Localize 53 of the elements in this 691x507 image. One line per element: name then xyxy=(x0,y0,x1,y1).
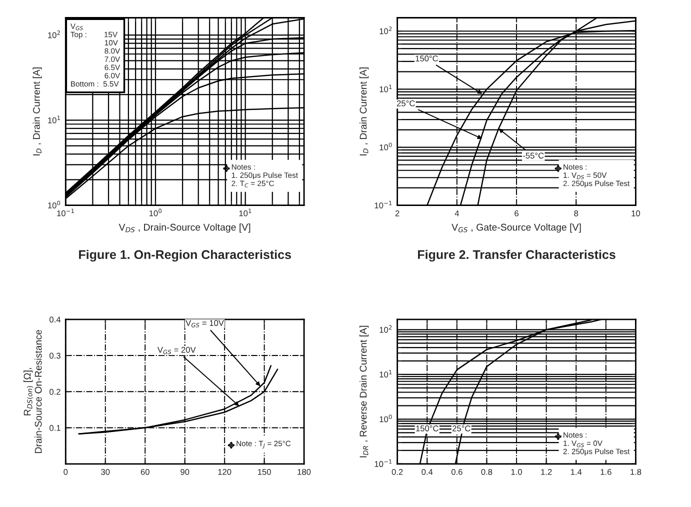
y-tick-label: 10$^{1}$ xyxy=(380,84,392,92)
y-tick-label: 10$^{2}$ xyxy=(48,30,60,38)
x-axis-title: V$_{GS}$ , Gate-Source Voltage [V] xyxy=(452,224,581,233)
text: Figure 1. On-Region Characteristics xyxy=(79,250,291,262)
x-tick-label: 10$^{−1}$ xyxy=(57,208,74,216)
y-axis-title: I$_{D}$ , Drain Current [A] xyxy=(360,68,369,156)
x-tick-label: 1.8 xyxy=(630,468,642,475)
annotation: 25°C xyxy=(396,100,415,106)
y-tick-label: 10$^{0}$ xyxy=(380,142,392,150)
y-axis-title: I$_{DR}$ , Reverse Drain Current [A] xyxy=(360,326,369,458)
x-tick-label: 1.2 xyxy=(541,468,552,475)
x-tick-label: 1.6 xyxy=(600,468,612,475)
text: Figure 2. Transfer Characteristics xyxy=(418,250,616,262)
x-tick-label: 2 xyxy=(395,210,400,216)
y-tick-label: 10$^{0}$ xyxy=(48,200,60,208)
x-tick-label: 6 xyxy=(514,210,518,216)
x-tick-label: 8 xyxy=(574,210,578,216)
annotation: -55°C xyxy=(523,152,544,159)
x-tick-label: 90 xyxy=(180,468,190,475)
x-tick-label: 1.4 xyxy=(570,469,582,475)
x-tick-label: 0.4 xyxy=(422,468,433,475)
x-tick-label: 60 xyxy=(140,468,150,475)
y-tick-label: 10$^{2}$ xyxy=(380,26,392,34)
x-tick-label: 0.2 xyxy=(392,468,403,475)
x-tick-label: 10 xyxy=(632,210,640,216)
x-tick-label: 1.0 xyxy=(511,468,522,475)
x-tick-label: 0.8 xyxy=(481,468,492,475)
y-tick-label: 0.2 xyxy=(50,388,60,395)
y-axis-title: I$_{D}$ , Drain Current [A] xyxy=(32,68,42,156)
y-tick-label: 10$^{2}$ xyxy=(380,325,392,333)
y-axis-title: R$_{DS(on)}$ [Ω], Drain-Source On-Resistance xyxy=(24,330,42,453)
y-tick-label: 0.1 xyxy=(50,424,60,431)
annotation: 25°C xyxy=(452,425,470,432)
x-tick-label: 0.6 xyxy=(451,468,462,475)
x-tick-label: 4 xyxy=(454,210,459,216)
y-tick-label: 0.4 xyxy=(50,316,61,323)
annotation: 150°C xyxy=(416,56,438,62)
y-tick-label: 0.3 xyxy=(50,352,60,359)
x-tick-label: 10$^{1}$ xyxy=(239,208,252,216)
y-tick-label: 10$^{−1}$ xyxy=(374,200,392,208)
x-tick-label: 30 xyxy=(101,468,110,475)
annotation: V$_{GS}$ = 10V xyxy=(186,320,224,328)
x-tick-label: 150 xyxy=(258,468,271,475)
x-tick-label: 180 xyxy=(298,468,311,475)
y-tick-label: 10$^{0}$ xyxy=(380,414,392,422)
x-axis-title: V$_{DS}$ , Drain-Source Voltage [V] xyxy=(118,224,250,233)
y-tick-label: 10$^{−1}$ xyxy=(374,459,392,467)
x-tick-label: 120 xyxy=(218,468,232,475)
x-tick-label: 10$^{0}$ xyxy=(149,208,162,216)
y-tick-label: 10$^{1}$ xyxy=(380,370,392,378)
annotation: V$_{GS}$ = 20V xyxy=(157,346,196,354)
x-tick-label: 0 xyxy=(64,468,68,475)
y-tick-label: 10$^{1}$ xyxy=(48,116,60,124)
